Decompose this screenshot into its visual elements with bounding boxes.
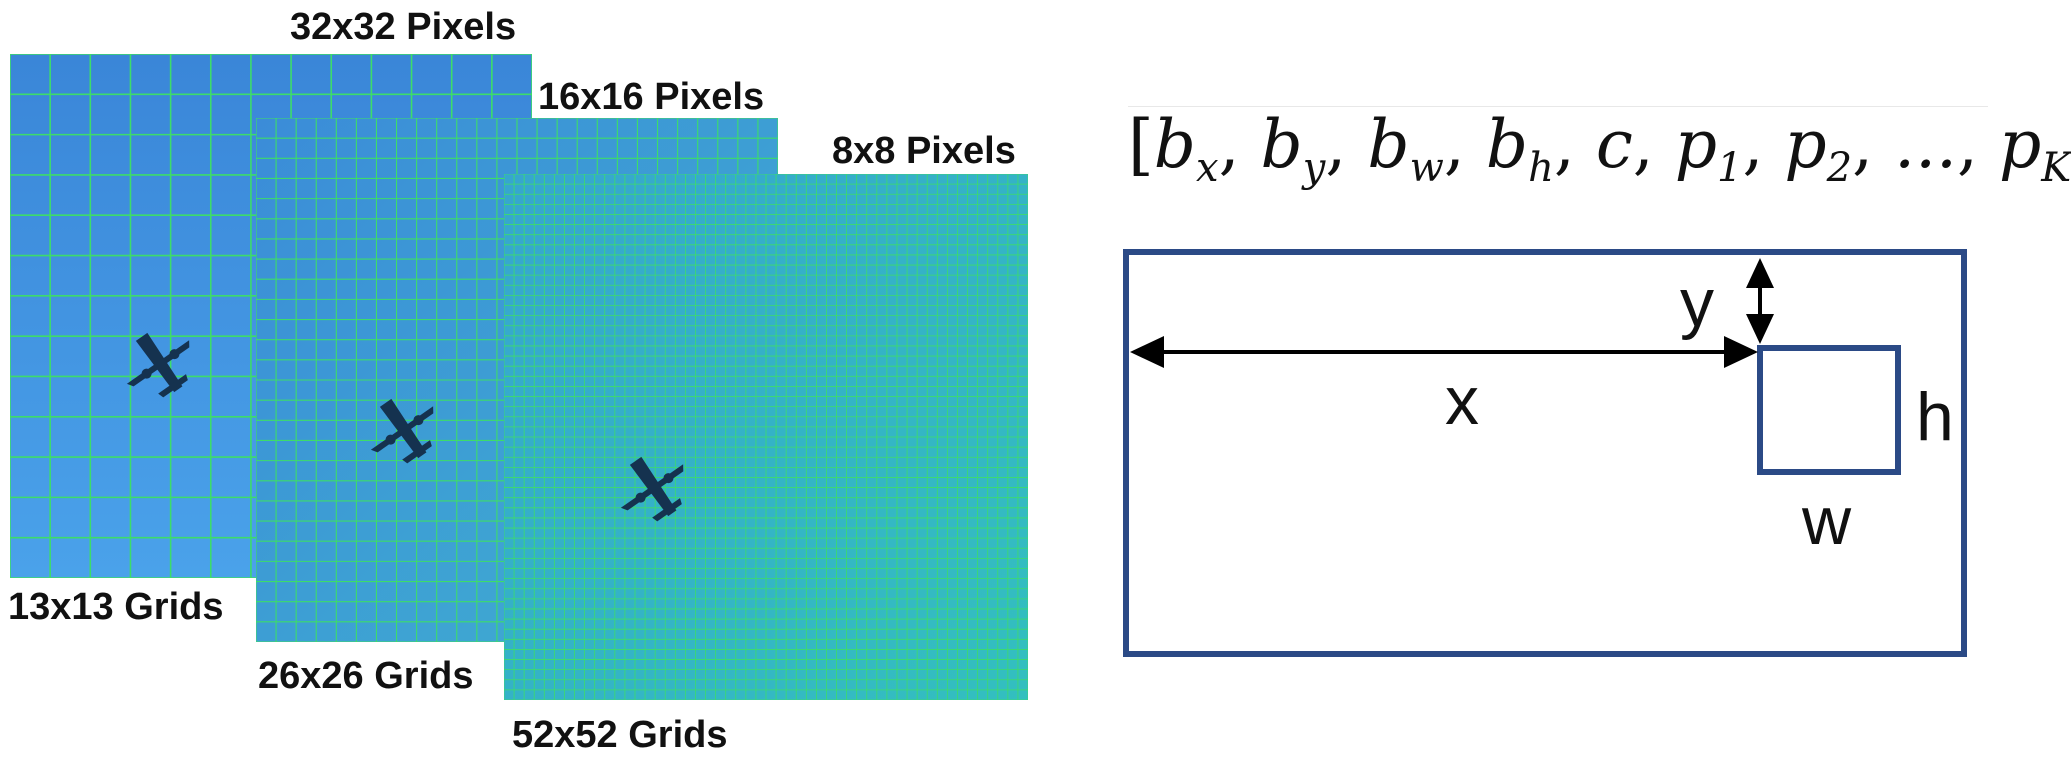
- y-arrow-bottom-head: [1746, 314, 1774, 344]
- formula-term: by: [1260, 106, 1326, 191]
- x-arrow-right-head: [1724, 336, 1758, 368]
- formula-term-base: c: [1595, 106, 1633, 183]
- formula-term-base: b: [1153, 106, 1196, 183]
- h-label: h: [1916, 379, 1954, 455]
- grid-52x52-svg: [504, 174, 1028, 700]
- formula-term-subscript: 1: [1717, 145, 1743, 191]
- formula-term-subscript: 2: [1826, 145, 1853, 191]
- formula-term-subscript: w: [1409, 145, 1444, 191]
- formula-term: c: [1596, 106, 1633, 183]
- formula-term-subscript: K: [2041, 145, 2071, 191]
- grid-26x26-grids-label: 26x26 Grids: [258, 655, 474, 697]
- x-label: x: [1445, 363, 1479, 439]
- formula-term-base: b: [1260, 106, 1303, 183]
- formula-term: bh: [1485, 106, 1554, 191]
- formula-open-bracket: [: [1128, 106, 1154, 183]
- grid-52x52-pixels-label: 8x8 Pixels: [832, 130, 1016, 172]
- grid-26x26-pixels-label: 16x16 Pixels: [538, 76, 765, 118]
- formula-comma: ,: [1632, 106, 1675, 183]
- formula-comma: ,: [1957, 106, 2000, 183]
- formula-term-base: p: [1999, 106, 2042, 183]
- airplane-icon: [620, 456, 684, 522]
- formula-term-subscript: y: [1302, 145, 1326, 191]
- formula-comma: ,: [1852, 106, 1895, 183]
- y-label: y: [1680, 265, 1714, 341]
- formula-term-base: b: [1485, 106, 1529, 183]
- bounding-box-diagram: x y w h: [1120, 248, 1972, 658]
- formula-comma: ,: [1742, 106, 1785, 183]
- formula-comma: ,: [1553, 106, 1596, 183]
- output-vector-formula: [bx, by, bw, bh, c, p1, p2, ..., pK]: [1128, 100, 2071, 191]
- formula-term-base: p: [1674, 106, 1717, 183]
- formula-term-base: ...: [1894, 106, 1958, 183]
- grid-52x52-image: [504, 174, 1028, 700]
- image-frame: [1123, 249, 1967, 657]
- formula-comma: ,: [1218, 106, 1261, 183]
- formula-terms: bx, by, bw, bh, c, p1, p2, ..., pK: [1153, 106, 2071, 191]
- formula-term-subscript: h: [1528, 145, 1554, 191]
- formula-term: bx: [1153, 106, 1219, 191]
- formula-term-base: p: [1784, 106, 1827, 183]
- grid-13x13-pixels-label: 32x32 Pixels: [290, 6, 517, 48]
- formula-term: p2: [1784, 106, 1852, 191]
- grid-52x52-lines: [504, 174, 1028, 700]
- x-arrow-left-head: [1130, 336, 1164, 368]
- formula-term: pK: [1999, 106, 2071, 191]
- formula-term: ...: [1894, 106, 1957, 183]
- bounding-box-svg: x y w h: [1123, 249, 1967, 657]
- grid-52x52-grids-label: 52x52 Grids: [512, 714, 728, 756]
- object-box: [1757, 345, 1901, 475]
- formula-term-base: b: [1367, 106, 1410, 183]
- formula-comma: ,: [1443, 106, 1486, 183]
- airplane-icon: [126, 332, 190, 398]
- formula-term: bw: [1367, 106, 1444, 191]
- formula-top-rule: [1128, 106, 1988, 107]
- formula-term: p1: [1674, 106, 1743, 191]
- airplane-icon: [370, 398, 434, 464]
- w-label: w: [1801, 483, 1852, 559]
- formula-comma: ,: [1325, 106, 1368, 183]
- y-arrow-top-head: [1746, 258, 1774, 288]
- grid-13x13-grids-label: 13x13 Grids: [8, 586, 224, 628]
- formula-term-subscript: x: [1196, 145, 1219, 191]
